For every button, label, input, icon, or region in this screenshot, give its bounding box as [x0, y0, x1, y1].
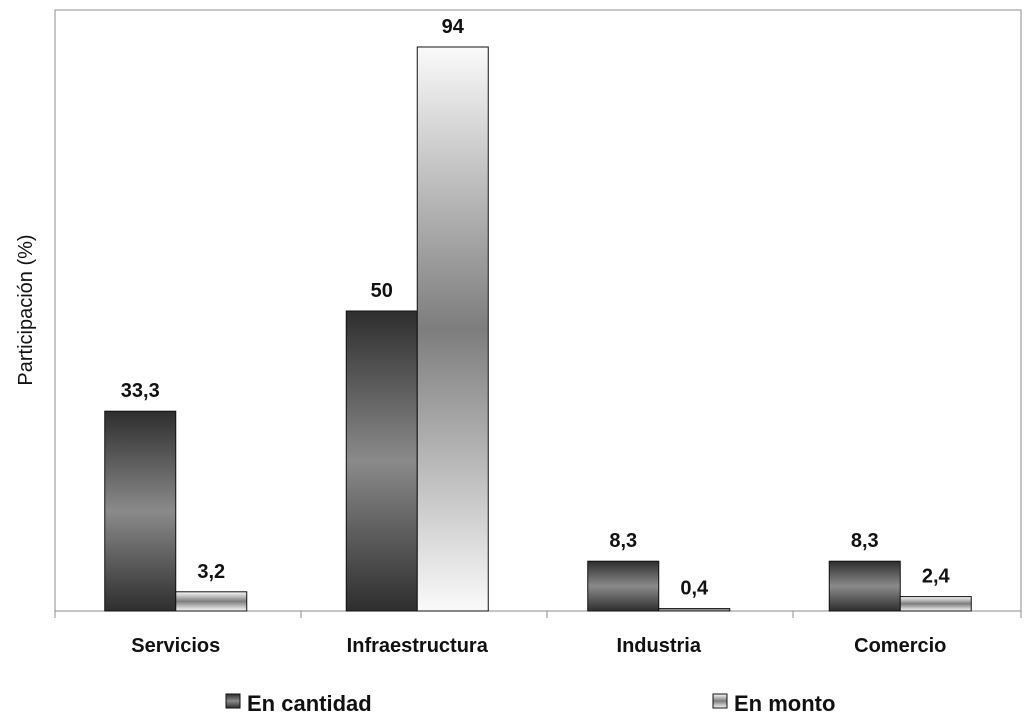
bar-servicios-en-monto [175, 591, 248, 612]
y-axis-label: Participación (%) [15, 234, 37, 385]
data-label: 2,4 [922, 566, 951, 588]
bar-infraestructura-en-cantidad [345, 310, 418, 612]
legend-item-en-cantidad: En cantidad [225, 691, 372, 714]
legend-swatch-en-cantidad [225, 693, 241, 709]
legend-swatch-en-monto [712, 693, 728, 709]
data-label: 0,4 [680, 578, 709, 600]
data-label: 3,2 [197, 561, 225, 583]
legend-label-en-cantidad: En cantidad [247, 691, 372, 714]
plot-area-border [54, 9, 1022, 612]
category-labels-group: Servicios Infraestructura Industria Comerci… [131, 635, 946, 657]
legend-item-en-monto: En monto [712, 691, 835, 714]
bar-infraestructura-en-monto [416, 46, 489, 612]
data-label: 33,3 [121, 380, 160, 402]
bar-industria-en-monto [658, 608, 731, 612]
bar-comercio-en-monto [899, 596, 972, 612]
category-label: Infraestructura [347, 635, 489, 657]
data-label: 94 [442, 16, 465, 38]
data-label: 50 [371, 280, 393, 302]
category-label: Industria [617, 635, 702, 657]
value-labels-group: 33,3 3,2 50 94 8,3 0,4 8,3 2,4 [121, 16, 951, 600]
x-axis [54, 610, 1022, 618]
data-label: 8,3 [609, 530, 637, 552]
bars-group [104, 46, 972, 612]
bar-industria-en-cantidad [587, 560, 660, 612]
bar-comercio-en-cantidad [828, 560, 901, 612]
data-label: 8,3 [851, 530, 879, 552]
legend: En cantidad En monto [225, 691, 835, 714]
category-label: Servicios [131, 635, 220, 657]
category-label: Comercio [854, 635, 946, 657]
legend-label-en-monto: En monto [734, 691, 835, 714]
bar-servicios-en-cantidad [104, 410, 177, 612]
